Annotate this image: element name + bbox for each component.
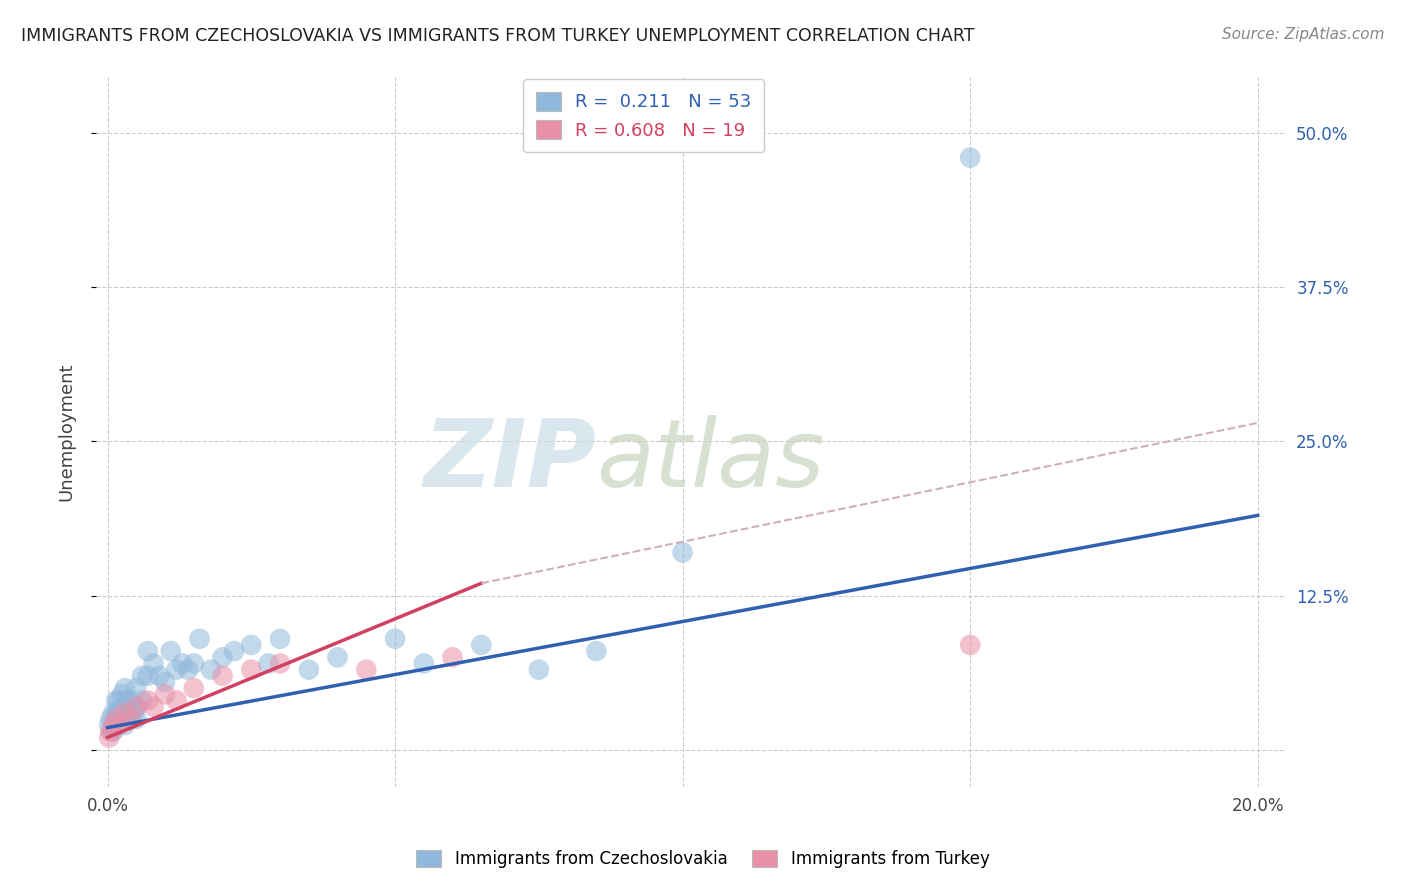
Point	[470, 638, 492, 652]
Point	[98, 731, 121, 745]
Point	[108, 718, 131, 732]
Point	[959, 638, 981, 652]
Point	[269, 657, 291, 671]
Text: ZIP: ZIP	[423, 415, 596, 507]
Point	[159, 644, 181, 658]
Point	[131, 693, 153, 707]
Point	[356, 663, 378, 677]
Point	[125, 681, 148, 695]
Point	[114, 718, 136, 732]
Text: IMMIGRANTS FROM CZECHOSLOVAKIA VS IMMIGRANTS FROM TURKEY UNEMPLOYMENT CORRELATIO: IMMIGRANTS FROM CZECHOSLOVAKIA VS IMMIGR…	[21, 27, 974, 45]
Point	[120, 712, 142, 726]
Point	[142, 699, 165, 714]
Point	[103, 706, 125, 720]
Point	[384, 632, 406, 646]
Y-axis label: Unemployment: Unemployment	[58, 363, 75, 501]
Point	[153, 687, 176, 701]
Point	[125, 699, 148, 714]
Point	[111, 699, 134, 714]
Point	[326, 650, 349, 665]
Point	[959, 151, 981, 165]
Point	[200, 663, 222, 677]
Point	[122, 706, 145, 720]
Point	[188, 632, 211, 646]
Point	[585, 644, 607, 658]
Point	[125, 699, 148, 714]
Point	[103, 724, 125, 739]
Point	[101, 724, 124, 739]
Point	[240, 638, 263, 652]
Point	[120, 693, 142, 707]
Point	[114, 681, 136, 695]
Point	[183, 657, 205, 671]
Point	[172, 657, 194, 671]
Point	[142, 657, 165, 671]
Point	[114, 706, 136, 720]
Point	[136, 644, 159, 658]
Point	[257, 657, 280, 671]
Point	[117, 693, 139, 707]
Point	[131, 669, 153, 683]
Point	[108, 706, 131, 720]
Text: Source: ZipAtlas.com: Source: ZipAtlas.com	[1222, 27, 1385, 42]
Point	[240, 663, 263, 677]
Text: atlas: atlas	[596, 415, 824, 506]
Legend: R =  0.211   N = 53, R = 0.608   N = 19: R = 0.211 N = 53, R = 0.608 N = 19	[523, 79, 765, 153]
Point	[117, 706, 139, 720]
Point	[108, 712, 131, 726]
Point	[125, 712, 148, 726]
Point	[412, 657, 434, 671]
Point	[120, 712, 142, 726]
Point	[211, 669, 233, 683]
Point	[222, 644, 245, 658]
Point	[107, 712, 129, 726]
Point	[105, 712, 128, 726]
Point	[136, 669, 159, 683]
Point	[105, 693, 128, 707]
Point	[108, 693, 131, 707]
Point	[136, 693, 159, 707]
Point	[148, 669, 170, 683]
Point	[111, 687, 134, 701]
Point	[269, 632, 291, 646]
Point	[183, 681, 205, 695]
Point	[441, 650, 464, 665]
Point	[177, 663, 200, 677]
Legend: Immigrants from Czechoslovakia, Immigrants from Turkey: Immigrants from Czechoslovakia, Immigran…	[409, 843, 997, 875]
Point	[211, 650, 233, 665]
Point	[103, 718, 125, 732]
Point	[100, 724, 122, 739]
Point	[105, 706, 128, 720]
Point	[672, 545, 695, 559]
Point	[166, 663, 188, 677]
Point	[103, 718, 125, 732]
Point	[114, 706, 136, 720]
Point	[298, 663, 321, 677]
Point	[98, 718, 121, 732]
Point	[100, 712, 122, 726]
Point	[166, 693, 188, 707]
Point	[153, 675, 176, 690]
Point	[527, 663, 550, 677]
